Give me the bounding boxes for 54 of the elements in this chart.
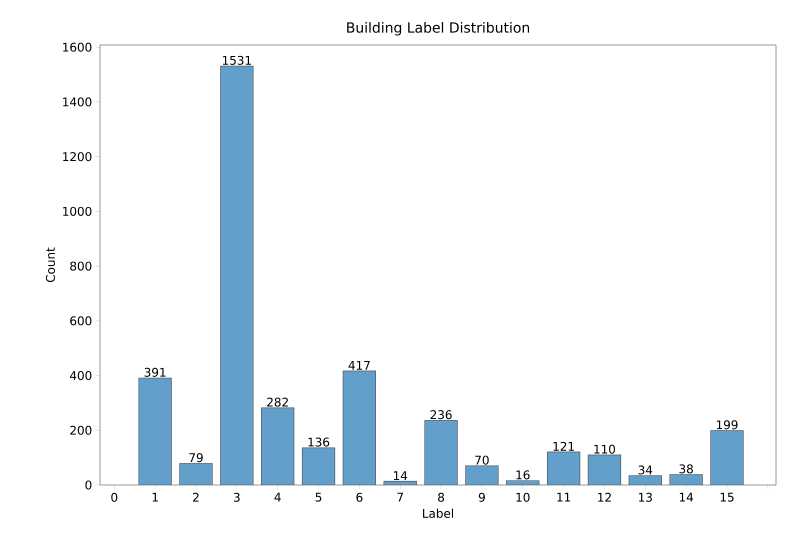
data-label: 79 (189, 453, 203, 462)
data-label: 136 (308, 438, 330, 447)
chart-title: Building Label Distribution (347, 22, 530, 36)
data-label: 38 (679, 464, 693, 474)
bar (424, 420, 458, 485)
x-tick-label: 0 (111, 492, 118, 502)
x-tick-label: 10 (516, 492, 530, 502)
y-tick-label: 0 (85, 480, 92, 490)
data-label: 236 (430, 410, 452, 420)
y-tick-label: 1000 (63, 206, 92, 216)
data-label: 14 (394, 471, 408, 480)
x-tick-label: 6 (356, 492, 362, 502)
x-tick-label: 1 (152, 492, 158, 502)
x-tick-label: 11 (557, 492, 570, 502)
x-tick-label: 4 (274, 492, 281, 502)
bar (547, 452, 580, 485)
x-tick-label: 9 (478, 492, 485, 502)
data-label: 391 (144, 368, 166, 377)
bar (302, 448, 335, 485)
bar (180, 463, 212, 485)
x-tick-label: 14 (680, 492, 694, 502)
data-label: 417 (348, 360, 370, 370)
data-label: 110 (594, 444, 616, 454)
data-label: 70 (475, 456, 489, 465)
data-label: 199 (716, 420, 738, 430)
y-tick-label: 1400 (63, 97, 92, 106)
data-label: 34 (638, 465, 652, 475)
bar (466, 466, 498, 485)
data-label: 121 (554, 442, 574, 451)
x-tick-label: 12 (598, 492, 611, 502)
y-tick-label: 1600 (63, 42, 92, 52)
x-tick-label: 7 (397, 492, 403, 502)
x-tick-label: 8 (438, 492, 444, 502)
bar (138, 378, 172, 485)
x-tick-label: 2 (193, 492, 199, 502)
bar (220, 66, 254, 485)
y-axis-title: Count (46, 248, 55, 282)
x-tick-label: 15 (720, 492, 734, 502)
data-label: 1531 (222, 56, 251, 65)
x-tick-label: 13 (639, 492, 652, 502)
y-tick-label: 200 (70, 426, 92, 435)
data-label: 282 (267, 398, 288, 407)
bar (343, 370, 376, 485)
y-tick-label: 600 (70, 316, 92, 326)
y-tick-label: 1200 (63, 152, 92, 162)
data-label: 16 (516, 470, 530, 480)
x-tick-label: 5 (316, 492, 322, 502)
y-tick-label: 400 (70, 371, 92, 380)
y-tick-label: 800 (70, 262, 92, 271)
bar (710, 430, 744, 485)
bar (588, 454, 621, 485)
bar (261, 408, 294, 485)
x-tick-label: 3 (234, 492, 240, 502)
x-axis-title: Label (423, 508, 454, 518)
